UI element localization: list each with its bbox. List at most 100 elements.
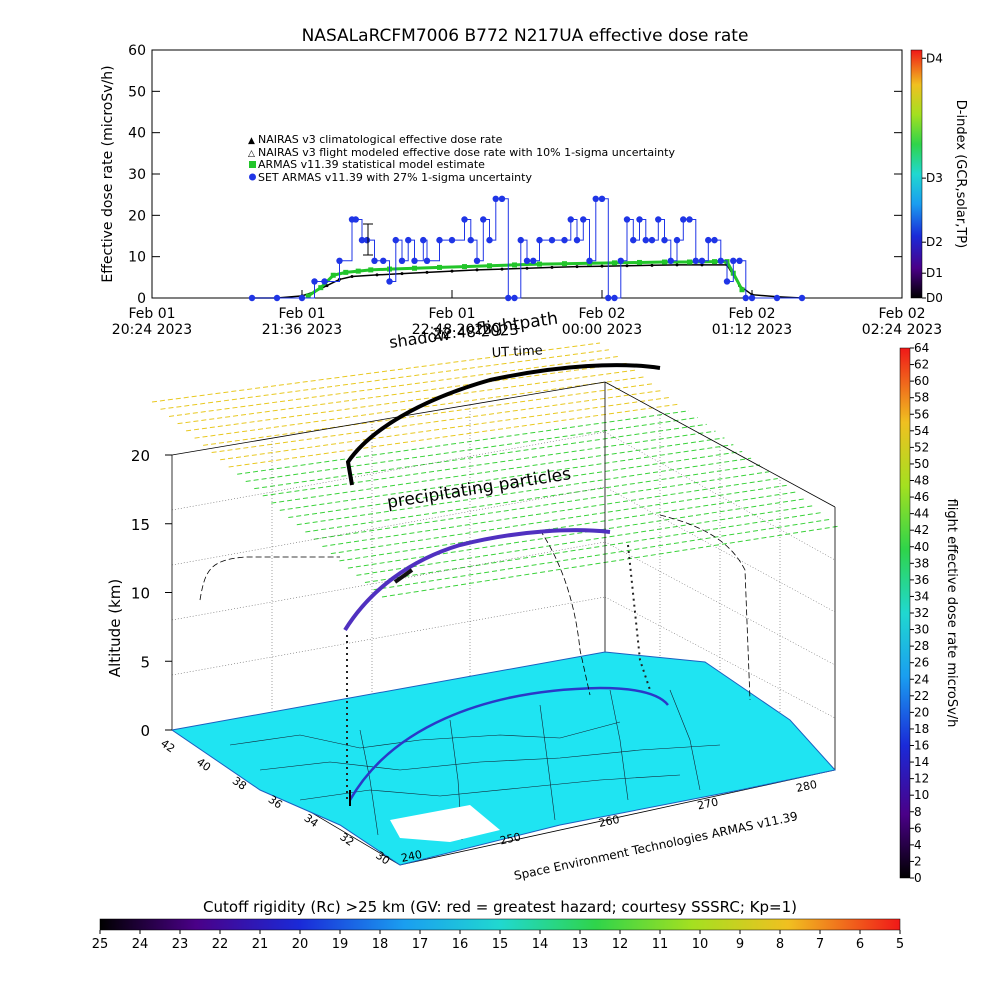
armas-point	[637, 259, 642, 265]
set-armas-point	[311, 278, 318, 285]
nairas-point	[600, 264, 604, 268]
precip-grid-line	[254, 423, 707, 490]
precip-grid-line	[245, 417, 698, 482]
set-armas-point	[717, 257, 724, 264]
rigidity-tick-label: 17	[412, 937, 429, 952]
legend-item-armas: ARMAS v11.39 statistical model estimate	[249, 158, 485, 171]
legend-label: NAIRAS v3 flight modeled effective dose …	[258, 146, 675, 159]
lon-tick-label: 240	[400, 848, 423, 865]
dose-colorbar-tick-label: 56	[914, 407, 929, 421]
x-tick-label-time: 22:48 2023	[412, 322, 492, 338]
rigidity-tick-label: 7	[816, 937, 824, 952]
rigidity-tick-label: 13	[572, 937, 589, 952]
set-armas-point	[648, 236, 656, 244]
precip-grid-line	[364, 511, 823, 584]
dose-colorbar-label: flight effective dose rate microSv/h	[944, 499, 959, 728]
dose-colorbar-tick-label: 28	[914, 639, 929, 653]
d-index-tick-group: D0 D1 D2 D3 D4	[922, 51, 943, 305]
set-armas-point	[573, 236, 581, 244]
nairas-point	[550, 265, 554, 269]
gulf-water	[390, 805, 500, 842]
legend-label: SET ARMAS v11.39 with 27% 1-sigma uncert…	[258, 171, 532, 184]
armas-point	[412, 265, 417, 271]
legend-item-nairas-flight: △ NAIRAS v3 flight modeled effective dos…	[248, 146, 675, 159]
set-armas-point	[467, 236, 474, 244]
dose-colorbar-tick-label: 12	[914, 772, 929, 786]
x-tick-label-time: 00:00 2023	[562, 322, 642, 338]
nairas-point	[400, 272, 404, 276]
series-set-armas	[248, 195, 806, 302]
nairas-point	[425, 270, 429, 274]
set-armas-point	[636, 216, 643, 223]
us-map-plane	[170, 651, 836, 866]
set-armas-point	[423, 257, 431, 264]
set-armas-point	[561, 236, 568, 244]
precip-grid-line	[381, 525, 841, 598]
dose-colorbar-tick-label: 32	[914, 606, 929, 620]
set-armas-point	[498, 195, 506, 202]
dose-rate-chart: NASALaRCFM7006 B772 N217UA effective dos…	[100, 26, 968, 338]
nairas-point	[675, 263, 679, 267]
set-armas-point	[623, 216, 631, 223]
rigidity-tick-label: 6	[856, 937, 864, 952]
dose-colorbar-tick-label: 22	[914, 689, 929, 703]
rigidity-tick-label: 16	[452, 937, 469, 952]
nairas-point	[650, 263, 654, 267]
x-tick-label-time: 20:24 2023	[112, 322, 192, 338]
dose-colorbar-tick-label: 54	[914, 424, 929, 438]
dose-colorbar-tick-group: 0246810121416182022242628303234363840424…	[910, 341, 929, 885]
dose-colorbar	[899, 347, 911, 879]
set-armas-point	[748, 294, 756, 302]
set-armas-point	[673, 236, 681, 244]
set-armas-point	[598, 195, 606, 202]
set-armas-point	[321, 278, 328, 285]
dose-colorbar-tick-label: 2	[914, 854, 922, 868]
set-armas-point	[586, 257, 593, 264]
x-tick-label-date: Feb 01	[428, 306, 475, 322]
rigidity-tick-label: 18	[372, 937, 389, 952]
set-armas-point	[392, 236, 399, 244]
armas-point	[662, 259, 667, 265]
rigidity-tick-label: 5	[896, 937, 904, 952]
dose-colorbar-tick-label: 46	[914, 490, 929, 504]
armas-point	[318, 285, 324, 291]
nairas-line	[252, 264, 803, 299]
armas-point	[512, 262, 517, 268]
set-armas-point	[461, 216, 468, 223]
dose-colorbar-tick-label: 20	[914, 705, 929, 719]
rigidity-tick-label: 22	[212, 937, 229, 952]
nairas-point	[625, 264, 629, 268]
precip-grid-line	[322, 478, 778, 547]
z-axis-label: Altitude (km)	[106, 579, 124, 677]
flight-3d-view: shadow 22:48 2023 flightpath UT time pre…	[106, 309, 959, 885]
nairas-point	[525, 266, 529, 270]
legend-marker-square-icon	[249, 161, 256, 168]
flight-track-highlight	[393, 568, 414, 584]
set-armas-point	[617, 257, 624, 264]
d-index-colorbar	[910, 49, 923, 299]
set-armas-point	[273, 294, 281, 302]
rigidity-colorbar-label: Cutoff rigidity (Rc) >25 km (GV: red = g…	[203, 898, 797, 916]
x-tick-label-date: Feb 02	[878, 306, 925, 322]
precip-grid-line	[203, 383, 654, 446]
precip-grid-line	[339, 491, 796, 562]
nairas-point	[450, 269, 454, 273]
lon-tick-label: 250	[499, 830, 522, 847]
z-tick-label: 0	[140, 722, 150, 740]
d-index-label: D-index (GCR,solar,TP)	[953, 100, 968, 248]
x-tick-label-date: Feb 01	[128, 306, 175, 322]
precip-grid-line	[220, 396, 672, 461]
dose-colorbar-tick-label: 50	[914, 457, 929, 471]
dose-colorbar-tick-label: 8	[914, 805, 922, 819]
set-armas-point	[336, 257, 343, 264]
set-armas-point	[686, 216, 693, 223]
precip-grid-line	[288, 450, 743, 519]
dose-colorbar-tick-label: 10	[914, 788, 929, 802]
precip-grid-line	[313, 471, 769, 540]
dose-colorbar-tick-label: 58	[914, 391, 929, 405]
armas-point	[355, 268, 361, 274]
precip-grid-line	[160, 349, 609, 410]
descent-dropline	[627, 544, 651, 691]
